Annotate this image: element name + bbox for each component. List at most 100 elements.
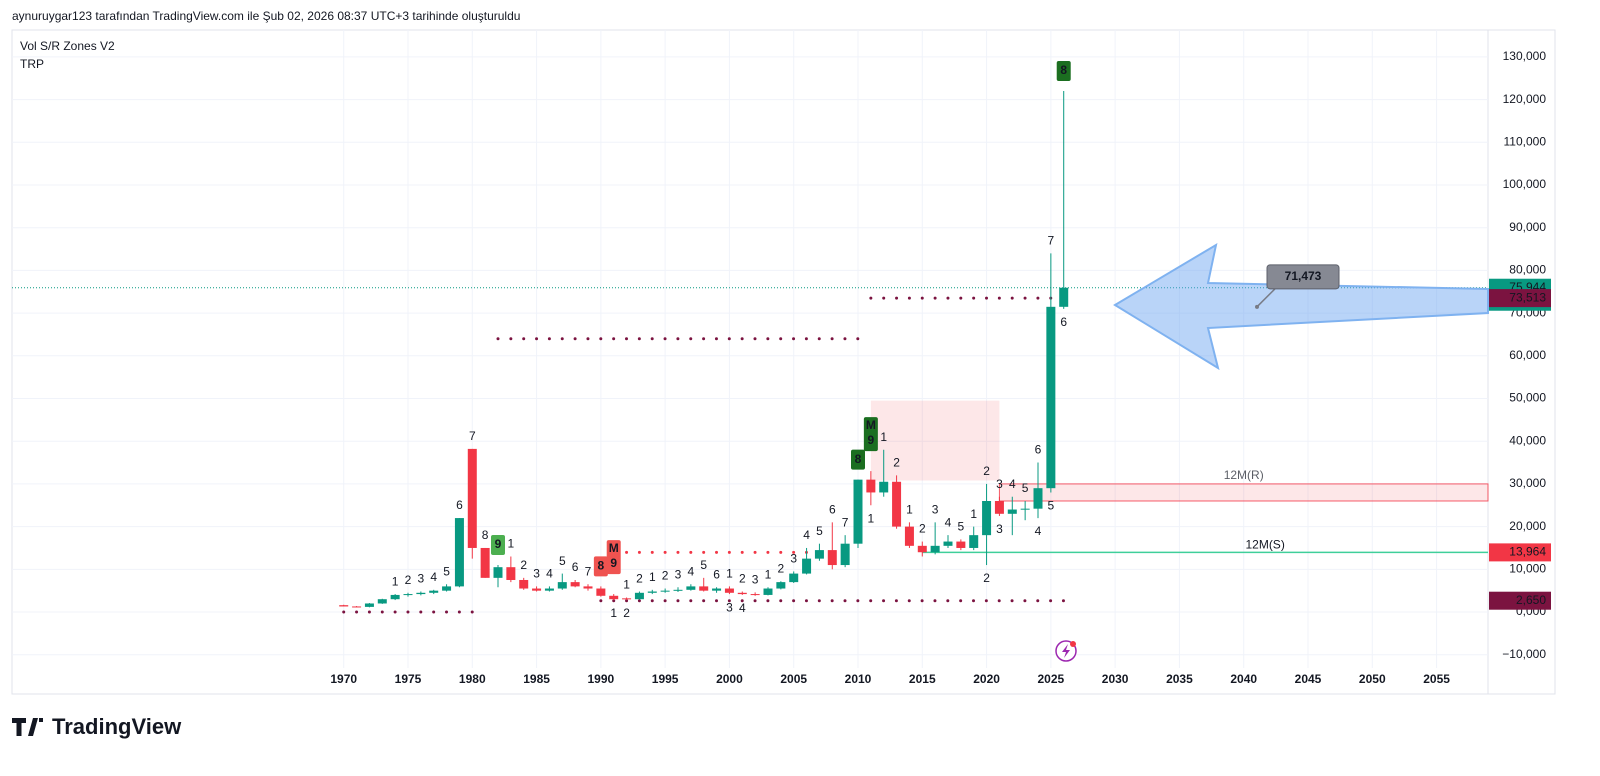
- candle-body: [570, 582, 580, 587]
- candle-body: [544, 588, 554, 591]
- setup-label: 4: [1009, 477, 1016, 491]
- candle-body: [660, 590, 670, 592]
- candle-body: [840, 543, 850, 566]
- setup-label: 1: [970, 507, 977, 521]
- setup-label: 3: [752, 573, 759, 587]
- setup-box: [851, 449, 865, 470]
- y-tick-label: 10,000: [1509, 561, 1546, 575]
- setup-label: 1: [765, 567, 772, 581]
- sr-zone: [998, 483, 1489, 502]
- arrow-drawing: [1113, 242, 1489, 371]
- candle-body: [583, 586, 593, 589]
- setup-label: 5: [559, 554, 566, 568]
- setup-box: [863, 417, 878, 452]
- setup-label: 5: [958, 520, 965, 534]
- x-tick-label: 2030: [1102, 672, 1129, 686]
- candle-body: [1059, 287, 1069, 307]
- candle-body: [506, 567, 516, 580]
- setup-box: [593, 556, 608, 577]
- setup-box: [1056, 61, 1071, 82]
- candle-body: [943, 541, 953, 546]
- candle-body: [686, 586, 696, 590]
- candle-body: [892, 481, 902, 527]
- y-tick-label: 60,000: [1509, 348, 1546, 362]
- candle-body: [969, 535, 979, 548]
- alert-icon[interactable]: [1055, 640, 1077, 662]
- x-tick-label: 2015: [909, 672, 936, 686]
- candle-body: [866, 479, 876, 493]
- candle-body: [519, 579, 529, 589]
- x-tick-label: 1995: [652, 672, 679, 686]
- setup-label: 2: [778, 561, 785, 575]
- candle-body: [1020, 508, 1030, 510]
- price-tag: [1489, 543, 1551, 562]
- candle-body: [609, 595, 619, 600]
- price-tag: [1489, 591, 1551, 610]
- candle-body: [737, 592, 747, 595]
- candle-body: [982, 500, 992, 536]
- x-tick-label: 2050: [1359, 672, 1386, 686]
- setup-label: 9: [495, 537, 502, 551]
- setup-label: 3: [533, 567, 540, 581]
- candle-body: [1046, 306, 1056, 489]
- countdown-label: 3: [996, 522, 1003, 536]
- candle-body: [467, 448, 477, 548]
- setup-label: 2: [405, 573, 412, 587]
- candle-body: [814, 550, 824, 559]
- setup-box: [606, 540, 621, 575]
- candle-body: [1033, 488, 1043, 509]
- setup-label: 1: [508, 537, 515, 551]
- grid: [12, 30, 1488, 668]
- y-tick-label: 120,000: [1503, 92, 1547, 106]
- candle-body: [994, 500, 1004, 514]
- candle-body: [763, 588, 773, 595]
- countdown-label: 1: [868, 511, 875, 525]
- x-tick-label: 1975: [395, 672, 422, 686]
- candle-body: [557, 582, 567, 589]
- candle-body: [647, 591, 657, 593]
- x-tick-label: 2010: [845, 672, 872, 686]
- setup-label: 5: [443, 564, 450, 578]
- setup-label: 4: [546, 567, 553, 581]
- setup-label: 5: [1022, 481, 1029, 495]
- candle-body: [904, 526, 914, 546]
- setup-label: 4: [430, 570, 437, 584]
- candle-body: [802, 558, 812, 574]
- setup-label: 8: [598, 559, 605, 573]
- setup-label: 2: [893, 456, 900, 470]
- y-tick-label: 130,000: [1503, 49, 1547, 63]
- setup-label: 4: [688, 564, 695, 578]
- x-tick-label: 1990: [588, 672, 615, 686]
- candle-body: [442, 586, 452, 591]
- setup-label: 3: [790, 552, 797, 566]
- setup-label: 3: [932, 503, 939, 517]
- candle-body: [622, 598, 632, 600]
- setup-label: 2: [983, 464, 990, 478]
- candle-body: [724, 588, 734, 593]
- countdown-label: 3: [726, 600, 733, 614]
- zone-label: 12M(R): [1224, 468, 1264, 482]
- x-tick-label: 1970: [330, 672, 357, 686]
- setup-label: 1: [623, 578, 630, 592]
- countdown-label: 2: [983, 571, 990, 585]
- x-tick-label: 2035: [1166, 672, 1193, 686]
- setup-label: 3: [418, 572, 425, 586]
- candle-body: [917, 545, 927, 553]
- brand-logo: TradingView: [12, 714, 182, 739]
- candle-body: [364, 603, 374, 607]
- setup-label: 3: [675, 567, 682, 581]
- candle-body: [480, 547, 490, 578]
- candle-body: [712, 588, 722, 591]
- setup-label: 3: [996, 477, 1003, 491]
- x-tick-label: 2055: [1423, 672, 1450, 686]
- candle-body: [493, 567, 503, 578]
- candle-body: [699, 586, 709, 591]
- setup-label: 6: [829, 503, 836, 517]
- candle-body: [377, 599, 387, 604]
- countdown-label: 1: [610, 606, 617, 620]
- candle-body: [634, 592, 644, 600]
- countdown-label: 2: [623, 606, 630, 620]
- countdown-label: 5: [1048, 499, 1055, 513]
